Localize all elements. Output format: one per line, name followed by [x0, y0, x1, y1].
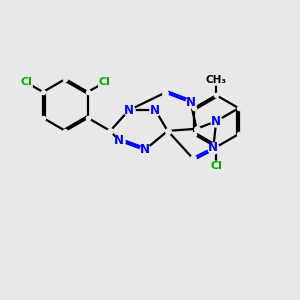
Text: N: N	[186, 96, 196, 109]
Text: N: N	[211, 115, 221, 128]
Text: N: N	[150, 104, 160, 117]
Text: CH₃: CH₃	[206, 75, 227, 85]
Text: N: N	[124, 104, 134, 117]
Text: N: N	[114, 134, 124, 147]
Text: Cl: Cl	[20, 77, 32, 87]
Text: N: N	[140, 143, 150, 157]
Text: Cl: Cl	[98, 77, 110, 87]
Text: N: N	[208, 141, 218, 154]
Text: Cl: Cl	[210, 161, 222, 171]
